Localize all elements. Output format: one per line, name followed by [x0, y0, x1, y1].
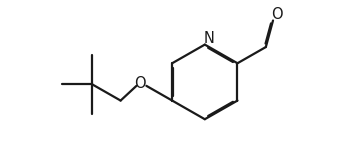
Text: O: O — [135, 76, 146, 91]
Text: O: O — [271, 7, 283, 22]
Text: N: N — [203, 31, 214, 46]
